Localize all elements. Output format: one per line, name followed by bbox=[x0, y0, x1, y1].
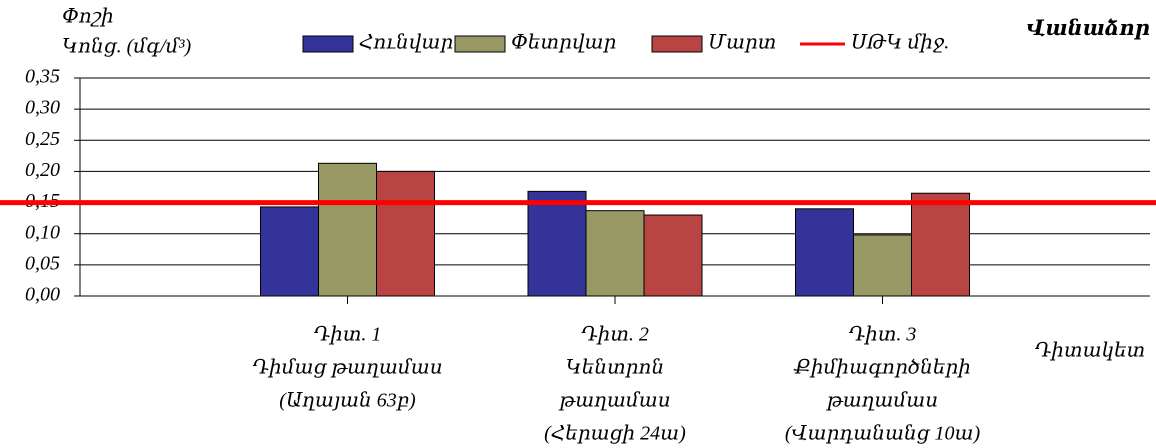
x-tick-label: (Աղայան 63բ) bbox=[279, 390, 416, 412]
legend-label: Մարտ bbox=[708, 32, 776, 54]
x-axis-label: Դիտակետ bbox=[1035, 340, 1146, 362]
legend-label: ՍԹԿ միջ. bbox=[851, 32, 949, 54]
x-tick-label: թաղամաս bbox=[826, 390, 938, 412]
y-axis-label: Կոնց. (մգ/մ³) bbox=[62, 36, 192, 58]
bar bbox=[527, 190, 587, 297]
x-tick-label: թաղամաս bbox=[558, 390, 670, 412]
x-tick-label: (Վարդանանց 10ա) bbox=[785, 423, 981, 445]
x-tick-label: Դիտ. 1 bbox=[314, 324, 382, 346]
legend-swatch bbox=[651, 35, 703, 53]
legend-label: Փետրվար bbox=[511, 32, 616, 54]
legend-label: Հունվար bbox=[359, 32, 453, 54]
legend-swatch bbox=[302, 35, 354, 53]
y-tick-label: 0,35 bbox=[25, 66, 60, 88]
y-tick-label: 0,10 bbox=[25, 221, 60, 243]
x-tick-label: Դիտ. 2 bbox=[581, 324, 649, 346]
y-tick-label: 0,05 bbox=[25, 252, 60, 274]
y-tick-label: 0,30 bbox=[25, 97, 60, 119]
y-axis-label: Փոշի bbox=[62, 6, 114, 28]
chart-title: Վանաձոր bbox=[1026, 16, 1150, 40]
bar bbox=[260, 206, 319, 297]
bar bbox=[643, 214, 703, 297]
x-tick-label: Կենտրոն bbox=[566, 357, 665, 379]
bar bbox=[911, 192, 970, 297]
y-tick-label: 0,25 bbox=[25, 128, 60, 150]
bar bbox=[318, 162, 377, 297]
legend-swatch bbox=[454, 35, 506, 53]
x-tick-label: Քիմիագործների bbox=[793, 357, 971, 379]
y-tick-label: 0,00 bbox=[25, 284, 60, 306]
x-tick-label: Դիմաց թաղամաս bbox=[252, 357, 442, 379]
bar bbox=[585, 210, 645, 297]
x-tick-label: Դիտ. 3 bbox=[849, 324, 917, 346]
y-tick-label: 0,20 bbox=[25, 159, 60, 181]
bar bbox=[795, 208, 854, 297]
x-tick-label: (Հերացի 24ա) bbox=[544, 423, 686, 445]
bar bbox=[376, 170, 435, 297]
bar bbox=[853, 234, 912, 297]
